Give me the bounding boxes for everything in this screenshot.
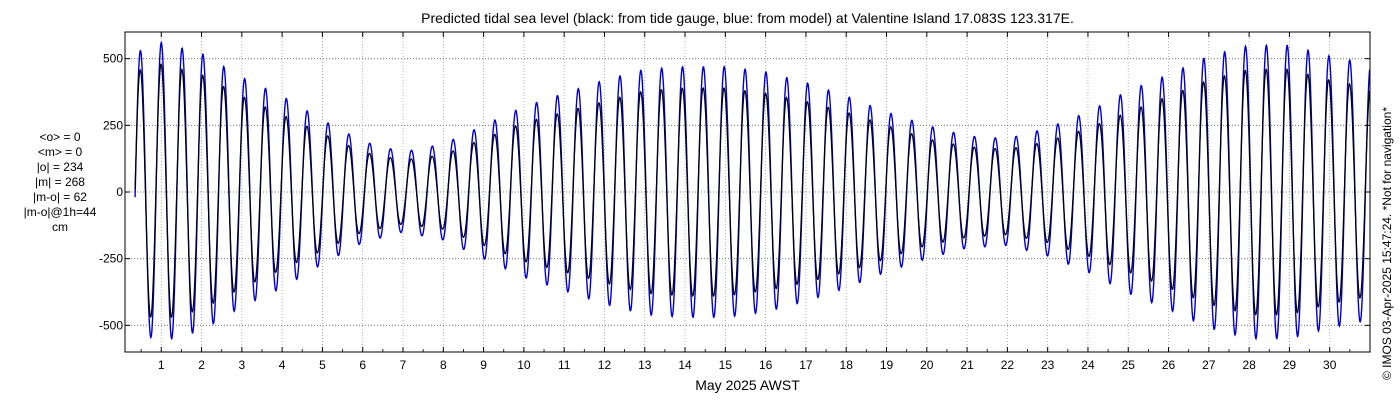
- x-tick-label: 27: [1202, 358, 1216, 372]
- x-tick-label: 11: [558, 358, 571, 372]
- x-tick-label: 19: [880, 358, 894, 372]
- x-axis-label: May 2025 AWST: [695, 377, 800, 393]
- stat-mean-model: <m> = 0: [37, 145, 83, 159]
- x-tick-label: 15: [719, 358, 733, 372]
- y-tick-label: 500: [103, 52, 123, 66]
- series-line-model: [134, 40, 1371, 341]
- x-tick-label: 28: [1242, 358, 1256, 372]
- x-tick-label: 21: [960, 358, 974, 372]
- x-tick-label: 24: [1081, 358, 1095, 372]
- x-tick-label: 25: [1122, 358, 1136, 372]
- stat-units: cm: [52, 220, 68, 234]
- y-tick-label: -250: [99, 252, 123, 266]
- x-tick-label: 17: [799, 358, 813, 372]
- x-tick-label: 12: [598, 358, 612, 372]
- x-tick-label: 20: [920, 358, 934, 372]
- x-tick-label: 16: [759, 358, 773, 372]
- x-tick-label: 9: [480, 358, 487, 372]
- x-tick-label: 7: [400, 358, 407, 372]
- stat-abs-model: |m| = 268: [35, 175, 85, 189]
- x-tick-label: 22: [1001, 358, 1015, 372]
- x-tick-label: 23: [1041, 358, 1055, 372]
- x-tick-label: 30: [1323, 358, 1337, 372]
- x-tick-label: 10: [517, 358, 531, 372]
- chart-title: Predicted tidal sea level (black: from t…: [421, 10, 1074, 26]
- axes: 1 2 3 4 5 6 7 8 9 10 11 12 13 14 15 16 17 18 19 20 21 22 23 24 2…: [99, 32, 1370, 372]
- series-layer: [134, 40, 1371, 341]
- copyright-watermark: © IMOS 03-Apr-2025 15:47:24. *Not for na…: [1380, 107, 1394, 380]
- x-tick-label: 14: [678, 358, 692, 372]
- x-tick-label: 6: [359, 358, 366, 372]
- series-line-gauge: [134, 63, 1371, 319]
- x-tick-label: 29: [1283, 358, 1297, 372]
- x-tick-label: 26: [1162, 358, 1176, 372]
- x-tick-label: 18: [840, 358, 854, 372]
- x-tick-label: 3: [239, 358, 246, 372]
- stat-abs-difference-1h: |m-o|@1h=44: [23, 205, 97, 219]
- y-tick-label: 0: [116, 185, 123, 199]
- x-tick-label: 8: [440, 358, 447, 372]
- stat-abs-difference: |m-o| = 62: [33, 190, 87, 204]
- x-tick-label: 2: [198, 358, 205, 372]
- x-tick-label: 1: [158, 358, 165, 372]
- stats-panel: <o> = 0 <m> = 0 |o| = 234 |m| = 268 |m-o…: [0, 130, 120, 235]
- y-tick-label: -500: [99, 318, 123, 332]
- x-tick-label: 4: [279, 358, 286, 372]
- stat-mean-observed: <o> = 0: [39, 130, 81, 144]
- x-tick-label: 13: [638, 358, 652, 372]
- stat-abs-observed: |o| = 234: [36, 160, 84, 174]
- y-tick-label: 250: [103, 118, 123, 132]
- x-tick-label: 5: [319, 358, 326, 372]
